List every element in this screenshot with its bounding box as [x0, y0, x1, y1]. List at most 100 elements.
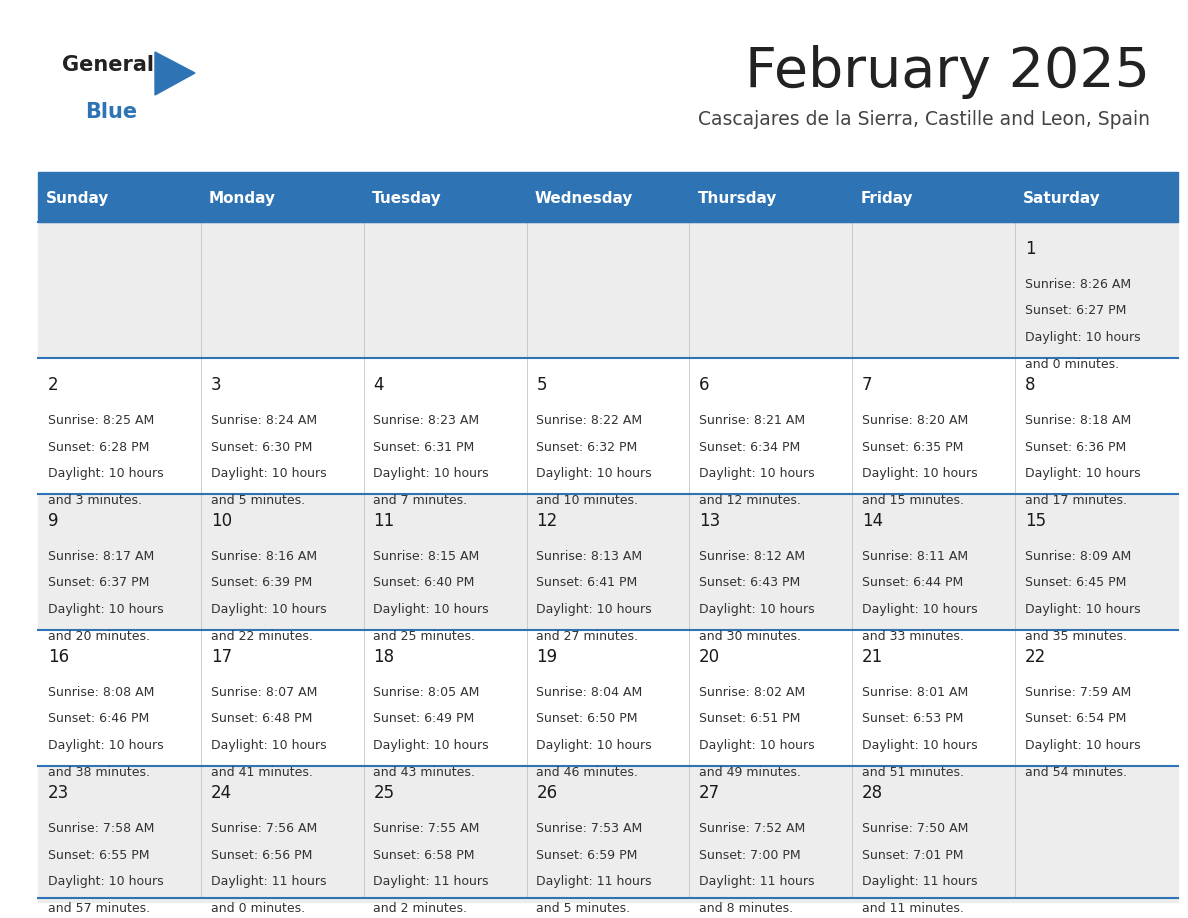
Text: 11: 11 [373, 512, 394, 530]
Text: 24: 24 [210, 784, 232, 802]
Text: 28: 28 [862, 784, 883, 802]
Text: Daylight: 11 hours: Daylight: 11 hours [700, 875, 815, 888]
Text: Sunset: 6:30 PM: Sunset: 6:30 PM [210, 441, 312, 453]
Text: Monday: Monday [209, 192, 276, 207]
Text: Sunset: 6:34 PM: Sunset: 6:34 PM [700, 441, 801, 453]
Text: 17: 17 [210, 648, 232, 666]
Text: and 25 minutes.: and 25 minutes. [373, 630, 475, 643]
Text: Thursday: Thursday [697, 192, 777, 207]
Text: Sunrise: 7:53 AM: Sunrise: 7:53 AM [536, 822, 643, 835]
Text: Daylight: 10 hours: Daylight: 10 hours [210, 603, 327, 616]
Text: Daylight: 11 hours: Daylight: 11 hours [536, 875, 652, 888]
Text: Sunrise: 8:08 AM: Sunrise: 8:08 AM [48, 686, 154, 699]
Text: Sunset: 6:32 PM: Sunset: 6:32 PM [536, 441, 638, 453]
Text: Wednesday: Wednesday [535, 192, 633, 207]
Text: Sunrise: 7:58 AM: Sunrise: 7:58 AM [48, 822, 154, 835]
Text: Daylight: 10 hours: Daylight: 10 hours [536, 467, 652, 480]
Text: Daylight: 10 hours: Daylight: 10 hours [48, 603, 164, 616]
Text: Sunrise: 8:09 AM: Sunrise: 8:09 AM [1025, 550, 1131, 563]
Text: and 43 minutes.: and 43 minutes. [373, 766, 475, 778]
Text: Sunrise: 8:17 AM: Sunrise: 8:17 AM [48, 550, 154, 563]
Text: Daylight: 11 hours: Daylight: 11 hours [210, 875, 327, 888]
Bar [38, 358, 1178, 494]
Text: 8: 8 [1025, 376, 1036, 394]
Text: Sunrise: 8:16 AM: Sunrise: 8:16 AM [210, 550, 317, 563]
Polygon shape [154, 52, 195, 95]
Text: Sunset: 6:50 PM: Sunset: 6:50 PM [536, 712, 638, 725]
Text: 12: 12 [536, 512, 557, 530]
Text: Sunset: 6:55 PM: Sunset: 6:55 PM [48, 848, 150, 861]
Text: Sunset: 6:31 PM: Sunset: 6:31 PM [373, 441, 475, 453]
Text: Friday: Friday [860, 192, 914, 207]
Text: and 22 minutes.: and 22 minutes. [210, 630, 312, 643]
Text: 14: 14 [862, 512, 883, 530]
Text: and 49 minutes.: and 49 minutes. [700, 766, 801, 778]
Text: Daylight: 11 hours: Daylight: 11 hours [862, 875, 978, 888]
Text: Sunrise: 8:24 AM: Sunrise: 8:24 AM [210, 414, 317, 427]
Text: Sunrise: 7:59 AM: Sunrise: 7:59 AM [1025, 686, 1131, 699]
Text: Sunset: 7:01 PM: Sunset: 7:01 PM [862, 848, 963, 861]
Text: Sunrise: 8:15 AM: Sunrise: 8:15 AM [373, 550, 480, 563]
Text: Sunset: 6:49 PM: Sunset: 6:49 PM [373, 712, 475, 725]
Text: Sunrise: 7:50 AM: Sunrise: 7:50 AM [862, 822, 968, 835]
Text: Sunset: 6:46 PM: Sunset: 6:46 PM [48, 712, 148, 725]
Text: and 11 minutes.: and 11 minutes. [862, 901, 963, 914]
Text: Daylight: 10 hours: Daylight: 10 hours [1025, 331, 1140, 344]
Bar [38, 176, 1178, 222]
Text: Daylight: 10 hours: Daylight: 10 hours [210, 467, 327, 480]
Text: and 27 minutes.: and 27 minutes. [536, 630, 638, 643]
Text: and 12 minutes.: and 12 minutes. [700, 494, 801, 507]
Text: and 15 minutes.: and 15 minutes. [862, 494, 963, 507]
Text: and 51 minutes.: and 51 minutes. [862, 766, 963, 778]
Text: and 0 minutes.: and 0 minutes. [1025, 357, 1119, 371]
Text: 7: 7 [862, 376, 872, 394]
Text: 21: 21 [862, 648, 884, 666]
Text: Sunset: 6:51 PM: Sunset: 6:51 PM [700, 712, 801, 725]
Text: 19: 19 [536, 648, 557, 666]
Text: Sunrise: 8:18 AM: Sunrise: 8:18 AM [1025, 414, 1131, 427]
Text: 23: 23 [48, 784, 69, 802]
Text: Sunset: 6:40 PM: Sunset: 6:40 PM [373, 577, 475, 589]
Text: Daylight: 10 hours: Daylight: 10 hours [862, 467, 978, 480]
Text: Sunday: Sunday [46, 192, 109, 207]
Text: Sunrise: 8:25 AM: Sunrise: 8:25 AM [48, 414, 154, 427]
Text: Sunset: 6:54 PM: Sunset: 6:54 PM [1025, 712, 1126, 725]
Text: 16: 16 [48, 648, 69, 666]
Text: 20: 20 [700, 648, 720, 666]
Text: 3: 3 [210, 376, 221, 394]
Text: and 2 minutes.: and 2 minutes. [373, 901, 468, 914]
Text: 9: 9 [48, 512, 58, 530]
Text: 4: 4 [373, 376, 384, 394]
Text: and 41 minutes.: and 41 minutes. [210, 766, 312, 778]
Text: Daylight: 10 hours: Daylight: 10 hours [700, 739, 815, 752]
Text: 2: 2 [48, 376, 58, 394]
Text: Sunrise: 8:22 AM: Sunrise: 8:22 AM [536, 414, 643, 427]
Text: and 57 minutes.: and 57 minutes. [48, 901, 150, 914]
Text: Daylight: 11 hours: Daylight: 11 hours [373, 875, 489, 888]
Text: Sunset: 6:37 PM: Sunset: 6:37 PM [48, 577, 150, 589]
Text: Sunset: 6:45 PM: Sunset: 6:45 PM [1025, 577, 1126, 589]
Text: Sunset: 6:48 PM: Sunset: 6:48 PM [210, 712, 312, 725]
Text: and 5 minutes.: and 5 minutes. [210, 494, 305, 507]
Text: Daylight: 10 hours: Daylight: 10 hours [48, 875, 164, 888]
Text: Sunrise: 8:13 AM: Sunrise: 8:13 AM [536, 550, 643, 563]
Text: February 2025: February 2025 [745, 45, 1150, 99]
Text: and 46 minutes.: and 46 minutes. [536, 766, 638, 778]
Text: Cascajares de la Sierra, Castille and Leon, Spain: Cascajares de la Sierra, Castille and Le… [699, 110, 1150, 129]
Text: Sunset: 6:59 PM: Sunset: 6:59 PM [536, 848, 638, 861]
Text: Sunrise: 8:23 AM: Sunrise: 8:23 AM [373, 414, 480, 427]
Text: and 35 minutes.: and 35 minutes. [1025, 630, 1127, 643]
Text: Sunset: 6:36 PM: Sunset: 6:36 PM [1025, 441, 1126, 453]
Text: Sunrise: 8:02 AM: Sunrise: 8:02 AM [700, 686, 805, 699]
Text: Saturday: Saturday [1023, 192, 1101, 207]
Text: and 8 minutes.: and 8 minutes. [700, 901, 794, 914]
Text: Sunset: 7:00 PM: Sunset: 7:00 PM [700, 848, 801, 861]
Text: and 3 minutes.: and 3 minutes. [48, 494, 141, 507]
Bar [38, 172, 1178, 176]
Text: Sunrise: 8:20 AM: Sunrise: 8:20 AM [862, 414, 968, 427]
Text: Sunset: 6:58 PM: Sunset: 6:58 PM [373, 848, 475, 861]
Text: Sunrise: 8:21 AM: Sunrise: 8:21 AM [700, 414, 805, 427]
Text: 22: 22 [1025, 648, 1047, 666]
Text: Sunset: 6:27 PM: Sunset: 6:27 PM [1025, 305, 1126, 318]
Text: and 20 minutes.: and 20 minutes. [48, 630, 150, 643]
